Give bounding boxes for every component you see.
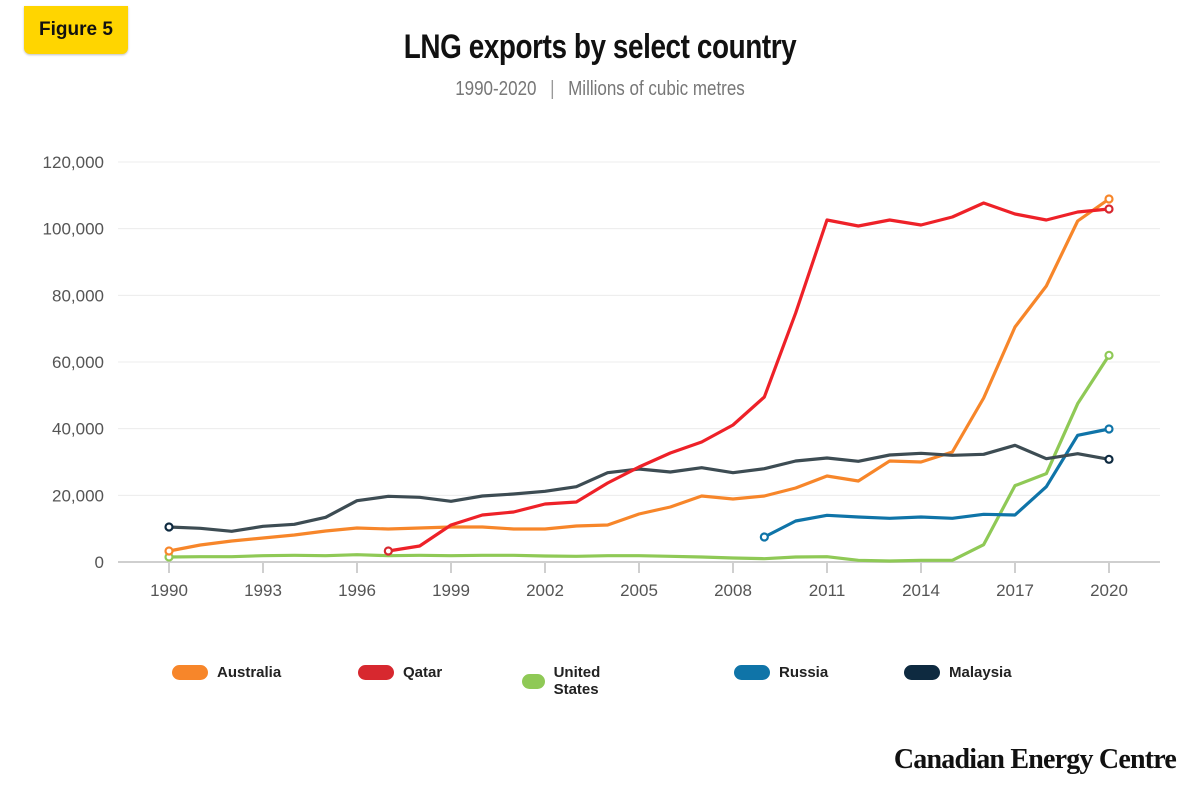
subtitle-period: 1990-2020 bbox=[455, 78, 537, 100]
x-tick-label: 1990 bbox=[150, 581, 188, 600]
x-tick-label: 2002 bbox=[526, 581, 564, 600]
y-tick-label: 80,000 bbox=[52, 286, 104, 305]
series-line-australia bbox=[167, 197, 1111, 553]
legend-label: United States bbox=[553, 664, 601, 698]
x-tick-label: 2014 bbox=[902, 581, 940, 600]
legend-swatch bbox=[904, 665, 940, 680]
series-endpoint-end bbox=[1104, 350, 1114, 360]
x-tick-label: 2020 bbox=[1090, 581, 1128, 600]
x-tick-label: 1999 bbox=[432, 581, 470, 600]
x-tick-label: 2008 bbox=[714, 581, 752, 600]
series-endpoint-end bbox=[1104, 424, 1114, 434]
series-endpoint-end bbox=[1104, 204, 1114, 214]
y-tick-label: 100,000 bbox=[43, 220, 104, 239]
legend-swatch bbox=[358, 665, 394, 680]
series-line-united-states bbox=[167, 353, 1111, 563]
y-tick-label: 40,000 bbox=[52, 420, 104, 439]
series-line-malaysia bbox=[167, 443, 1111, 533]
figure-badge: Figure 5 bbox=[24, 6, 128, 54]
legend-swatch bbox=[172, 665, 208, 680]
x-tick-label: 1993 bbox=[244, 581, 282, 600]
legend-label: Malaysia bbox=[949, 664, 1012, 681]
legend-item-australia: Australia bbox=[172, 664, 281, 681]
canadian-energy-centre-logo: Canadian Energy Centre bbox=[893, 744, 1177, 775]
legend-label: Qatar bbox=[403, 664, 443, 681]
y-tick-label: 120,000 bbox=[43, 153, 104, 172]
y-tick-label: 0 bbox=[95, 553, 104, 572]
legend-item-russia: Russia bbox=[734, 664, 828, 681]
x-tick-label: 2011 bbox=[809, 581, 846, 600]
y-tick-label: 20,000 bbox=[52, 486, 104, 505]
series-endpoint-start bbox=[164, 546, 174, 556]
series-line-russia bbox=[762, 427, 1111, 539]
x-tick-label: 2017 bbox=[996, 581, 1034, 600]
series-endpoint-end bbox=[1104, 194, 1114, 204]
legend-item-united-states: United States bbox=[522, 664, 614, 698]
chart-subtitle: 1990-2020 | Millions of cubic metres bbox=[90, 78, 1110, 101]
legend-label: Australia bbox=[217, 664, 282, 681]
series-endpoint-end bbox=[1104, 454, 1114, 464]
subtitle-unit: Millions of cubic metres bbox=[568, 78, 745, 100]
x-tick-label: 2005 bbox=[620, 581, 658, 600]
series-endpoint-start bbox=[759, 532, 769, 542]
legend-item-malaysia: Malaysia bbox=[904, 664, 1012, 681]
series-line-qatar bbox=[386, 201, 1111, 553]
legend-swatch bbox=[522, 673, 545, 689]
legend-label: Russia bbox=[779, 664, 829, 681]
series-endpoint-start bbox=[164, 522, 174, 532]
series-endpoint-start bbox=[383, 546, 393, 556]
legend-item-qatar: Qatar bbox=[358, 664, 442, 681]
y-tick-label: 60,000 bbox=[52, 353, 104, 372]
subtitle-separator: | bbox=[550, 78, 555, 100]
chart-title: LNG exports by select country bbox=[403, 28, 797, 66]
x-tick-label: 1996 bbox=[338, 581, 376, 600]
legend-swatch bbox=[734, 665, 770, 680]
